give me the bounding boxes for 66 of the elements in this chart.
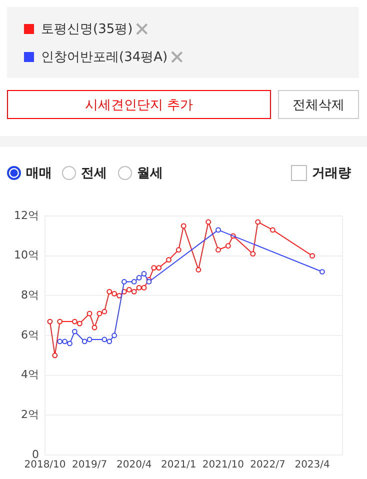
legend-label: 인창어반포레(34평A) <box>41 49 168 66</box>
x-tick-label: 2023/4 <box>294 460 330 471</box>
point <box>116 292 122 298</box>
point <box>62 338 68 344</box>
text: 거래량 <box>311 165 351 182</box>
point <box>72 318 78 324</box>
point <box>250 251 256 257</box>
point <box>112 290 117 296</box>
text: 전세 <box>80 165 107 182</box>
point <box>72 328 78 334</box>
text: 전체삭제 <box>278 90 359 119</box>
point <box>82 338 88 344</box>
point <box>126 286 132 292</box>
point <box>166 257 172 263</box>
x-tick-label: 2020/4 <box>116 460 152 471</box>
point <box>151 265 157 270</box>
point <box>131 288 137 294</box>
point <box>112 332 117 338</box>
point <box>102 308 108 314</box>
point <box>131 279 137 284</box>
point <box>67 340 72 346</box>
point <box>76 320 82 326</box>
point <box>196 267 202 272</box>
x-tick-label: 2019/7 <box>72 460 108 471</box>
text: 매매 <box>25 165 52 182</box>
y-tick-label: 12억 <box>14 208 39 222</box>
y-tick-label: 0 <box>32 448 39 461</box>
point <box>156 265 162 270</box>
legend-label: 토평신명(35평) <box>41 21 133 38</box>
point <box>122 279 127 284</box>
point <box>57 318 63 324</box>
point <box>106 288 112 294</box>
point <box>86 310 92 316</box>
point <box>96 310 102 316</box>
point <box>86 336 92 342</box>
point <box>141 285 147 290</box>
y-tick-label: 4억 <box>21 368 39 382</box>
point <box>141 271 147 276</box>
y-tick-label: 8억 <box>21 288 39 302</box>
point <box>255 219 261 225</box>
point <box>136 275 142 280</box>
point <box>216 247 221 253</box>
point <box>176 247 182 253</box>
point <box>57 338 63 344</box>
point <box>216 227 221 233</box>
point <box>106 338 112 344</box>
y-tick-label: 6억 <box>21 328 39 342</box>
x-tick-label: 2021/10 <box>202 460 244 471</box>
text: 시세견인단지 추가 <box>7 90 271 119</box>
x-tick-label: 2018/10 <box>24 460 66 471</box>
point <box>180 223 186 229</box>
point <box>92 324 98 330</box>
point <box>225 243 231 249</box>
point <box>320 269 325 274</box>
y-tick-label: 10억 <box>14 248 39 262</box>
point <box>102 336 108 342</box>
point <box>206 219 212 225</box>
point <box>270 227 276 233</box>
x-tick-label: 2022/7 <box>250 460 286 471</box>
point <box>136 285 142 290</box>
point <box>310 253 315 259</box>
x-tick-label: 2021/1 <box>161 460 196 471</box>
point <box>47 318 53 324</box>
text: 월세 <box>136 165 163 182</box>
point <box>52 352 58 358</box>
y-tick-label: 2억 <box>21 408 39 422</box>
